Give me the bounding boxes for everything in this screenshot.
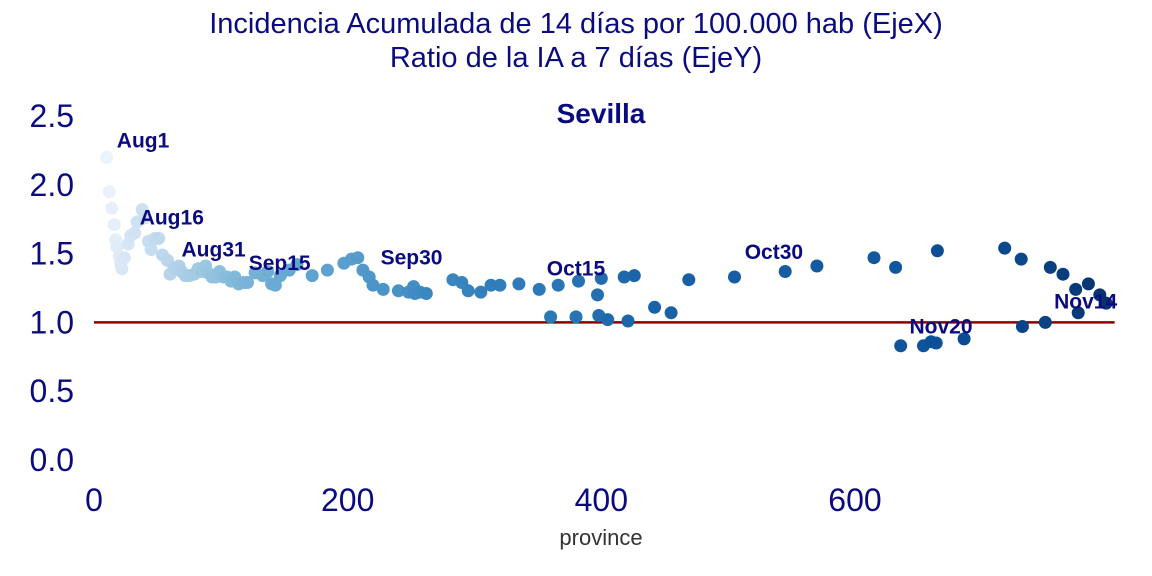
data-point (419, 287, 433, 300)
data-point (100, 150, 114, 164)
data-point (594, 271, 608, 285)
data-point (152, 232, 166, 245)
data-point (664, 306, 678, 320)
data-point (144, 243, 158, 256)
date-annotation: Nov14 (1054, 291, 1117, 314)
data-point (1056, 267, 1070, 281)
data-point (728, 270, 741, 284)
x-axis-ticks: 0 200 400 600 (85, 482, 882, 518)
data-point (320, 263, 334, 277)
data-point (929, 336, 943, 350)
date-annotation: Sep30 (381, 247, 443, 270)
date-annotation: Oct30 (745, 241, 803, 264)
x-axis-label: province (559, 525, 642, 550)
data-point (305, 269, 319, 283)
data-points (100, 150, 1113, 353)
data-point (366, 278, 380, 292)
data-point (138, 211, 152, 225)
date-annotation: Aug1 (117, 130, 170, 153)
x-tick-label: 400 (575, 482, 628, 518)
data-point (1043, 260, 1057, 274)
data-point (1038, 315, 1052, 329)
data-point (572, 274, 585, 288)
data-point (391, 284, 405, 298)
date-annotation: Sep15 (249, 252, 311, 275)
data-point (512, 277, 526, 291)
y-tick-label: 2.0 (30, 167, 74, 203)
data-point (957, 332, 971, 346)
data-point (894, 339, 908, 353)
data-point (290, 258, 304, 272)
chart-subtitle: Sevilla (557, 98, 646, 129)
data-point (778, 265, 792, 278)
y-tick-label: 1.0 (30, 304, 74, 340)
data-point (128, 226, 142, 240)
data-point (351, 251, 365, 265)
data-point (889, 260, 903, 274)
y-axis-ticks: 0.0 0.5 1.0 1.5 2.0 2.5 (30, 98, 74, 478)
data-point (930, 244, 944, 258)
data-point (105, 201, 119, 215)
date-annotation: Oct15 (547, 258, 606, 281)
data-point (1071, 306, 1085, 320)
data-point (117, 251, 131, 265)
data-point (1081, 277, 1095, 291)
date-annotation: Aug31 (182, 238, 247, 261)
data-point (621, 314, 635, 328)
data-point (261, 265, 275, 278)
data-point (1099, 296, 1113, 310)
date-annotation: Aug16 (140, 207, 204, 230)
data-point (601, 313, 615, 327)
y-tick-label: 2.5 (30, 98, 74, 134)
x-tick-label: 200 (321, 482, 374, 518)
data-point (376, 282, 390, 296)
data-point (544, 310, 558, 324)
data-point (493, 278, 507, 292)
chart-title-line-2: Ratio de la IA a 7 días (EjeY) (389, 42, 763, 74)
data-point (1015, 320, 1029, 333)
data-point (682, 273, 696, 287)
y-tick-label: 0.5 (30, 373, 74, 409)
data-point (102, 185, 116, 199)
data-point (648, 300, 662, 314)
data-point (115, 262, 129, 276)
y-tick-label: 0.0 (30, 442, 74, 478)
data-point (268, 278, 282, 292)
data-point (1014, 252, 1028, 266)
data-point (551, 278, 565, 292)
y-tick-label: 1.5 (30, 236, 74, 272)
data-point (810, 259, 824, 273)
data-point (474, 285, 488, 299)
data-point (532, 282, 546, 296)
data-point (484, 278, 498, 292)
data-point (998, 241, 1012, 255)
data-point (591, 288, 604, 302)
x-tick-label: 600 (828, 482, 881, 518)
data-point (569, 310, 583, 324)
data-point (1069, 282, 1083, 296)
chart-title-line-1: Incidencia Acumulada de 14 días por 100.… (209, 8, 943, 40)
data-point (241, 276, 254, 289)
data-point (461, 284, 475, 298)
data-point (867, 251, 881, 265)
date-annotation: Nov20 (910, 315, 973, 338)
data-point (627, 269, 641, 283)
data-point (617, 270, 631, 284)
data-point (107, 218, 121, 232)
x-tick-label: 0 (85, 482, 103, 518)
